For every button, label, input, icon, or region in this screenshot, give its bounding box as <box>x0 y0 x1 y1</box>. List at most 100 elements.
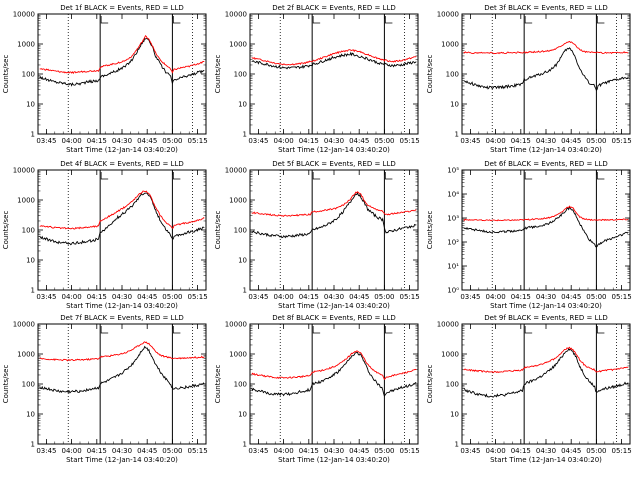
lld-series-line <box>39 341 205 362</box>
x-tick-label: 04:15 <box>87 447 107 455</box>
x-tick-label: 04:45 <box>561 137 581 145</box>
chart-panel: Det 2f BLACK = Events, RED = LLD 1 10 100 10… <box>214 4 420 154</box>
y-tick-label: 100 <box>22 71 35 79</box>
corner-marker <box>385 172 393 180</box>
y-axis-label: Counts/sec <box>2 55 10 94</box>
lld-series-line <box>463 205 629 222</box>
x-tick-label: 05:15 <box>188 447 208 455</box>
x-tick-label: 04:45 <box>137 293 157 301</box>
events-series-line <box>251 51 417 70</box>
x-axis-label: Start Time (12-Jan-14 03:40:20) <box>490 146 602 154</box>
y-tick-label: 1000 <box>441 41 459 49</box>
y-tick-label: 10000 <box>437 321 459 329</box>
x-tick-label: 04:00 <box>274 447 294 455</box>
x-tick-label: 04:30 <box>324 137 344 145</box>
chart-title: Det 6f BLACK = Events, RED = LLD <box>484 160 607 168</box>
plot-frame <box>461 13 631 135</box>
x-tick-label: 05:15 <box>188 137 208 145</box>
x-tick-label: 04:45 <box>349 137 369 145</box>
x-tick-label: 04:45 <box>349 293 369 301</box>
chart-title: Det 4f BLACK = Events, RED = LLD <box>60 160 183 168</box>
y-tick-label: 1 <box>31 131 35 139</box>
y-tick-label: 10000 <box>13 167 35 175</box>
x-tick-label: 05:15 <box>400 137 420 145</box>
chart-title: Det 3f BLACK = Events, RED = LLD <box>484 4 607 12</box>
x-tick-label: 04:15 <box>299 447 319 455</box>
events-series-line <box>39 345 205 394</box>
chart-title: Det 1f BLACK = Events, RED = LLD <box>60 4 183 12</box>
x-tick-label: 04:30 <box>324 447 344 455</box>
chart-panel: Det 8f BLACK = Events, RED = LLD 1 10 100 10… <box>214 314 420 464</box>
corner-marker <box>312 16 321 24</box>
y-axis-label: Counts/sec <box>426 55 434 94</box>
chart-title: Det 7f BLACK = Events, RED = LLD <box>60 314 183 322</box>
x-axis-label: Start Time (12-Jan-14 03:40:20) <box>66 456 178 464</box>
corner-marker <box>597 172 605 180</box>
plot-frame <box>249 323 419 445</box>
x-tick-label: 04:30 <box>112 447 132 455</box>
x-tick-label: 04:15 <box>511 293 531 301</box>
x-axis-label: Start Time (12-Jan-14 03:40:20) <box>490 302 602 310</box>
y-tick-label: 1000 <box>17 351 35 359</box>
corner-marker <box>173 172 181 180</box>
x-tick-label: 05:15 <box>612 137 632 145</box>
x-tick-label: 04:15 <box>299 293 319 301</box>
y-tick-label: 10⁴ <box>447 191 459 199</box>
events-series-line <box>251 351 417 398</box>
corner-marker <box>597 16 605 24</box>
chart-panel: Det 9f BLACK = Events, RED = LLD 1 10 100 10… <box>426 314 632 464</box>
x-tick-label: 04:15 <box>511 447 531 455</box>
events-series-line <box>463 47 629 92</box>
y-tick-label: 1000 <box>229 41 247 49</box>
x-tick-label: 03:45 <box>248 137 268 145</box>
x-tick-label: 04:15 <box>299 137 319 145</box>
y-tick-label: 1 <box>243 287 247 295</box>
plot-frame <box>37 169 207 291</box>
x-tick-label: 03:45 <box>460 137 480 145</box>
lld-series-line <box>251 49 417 66</box>
x-tick-label: 05:15 <box>400 293 420 301</box>
x-tick-label: 05:00 <box>374 293 394 301</box>
x-tick-label: 04:15 <box>511 137 531 145</box>
y-tick-label: 100 <box>22 381 35 389</box>
y-axis-label: Counts/sec <box>214 365 222 404</box>
x-tick-label: 04:00 <box>274 293 294 301</box>
x-tick-label: 04:30 <box>112 293 132 301</box>
events-series-line <box>463 206 629 248</box>
y-tick-label: 1000 <box>17 197 35 205</box>
x-tick-label: 04:30 <box>536 137 556 145</box>
corner-marker <box>173 326 181 334</box>
y-axis-label: Counts/sec <box>426 365 434 404</box>
y-tick-label: 1 <box>31 441 35 449</box>
x-tick-label: 04:00 <box>274 137 294 145</box>
x-tick-label: 04:30 <box>536 293 556 301</box>
y-tick-label: 1 <box>455 441 459 449</box>
corner-marker <box>173 16 181 24</box>
x-tick-label: 05:00 <box>162 137 182 145</box>
y-axis-label: Counts/sec <box>2 365 10 404</box>
y-tick-label: 1000 <box>17 41 35 49</box>
y-tick-label: 1000 <box>441 351 459 359</box>
x-tick-label: 05:00 <box>586 293 606 301</box>
corner-marker <box>312 172 321 180</box>
y-tick-label: 10000 <box>225 11 247 19</box>
plot-frame <box>249 13 419 135</box>
x-tick-label: 03:45 <box>36 293 56 301</box>
x-tick-label: 03:45 <box>36 137 56 145</box>
y-tick-label: 100 <box>234 71 247 79</box>
y-tick-label: 10 <box>238 411 247 419</box>
y-tick-label: 10 <box>450 411 459 419</box>
corner-marker <box>524 172 533 180</box>
corner-marker <box>100 326 109 334</box>
y-tick-label: 10 <box>26 101 35 109</box>
plot-frame <box>461 169 631 291</box>
x-tick-label: 03:45 <box>248 293 268 301</box>
x-tick-label: 04:45 <box>561 293 581 301</box>
x-tick-label: 04:45 <box>561 447 581 455</box>
y-tick-label: 10000 <box>437 11 459 19</box>
chart-title: Det 5f BLACK = Events, RED = LLD <box>272 160 395 168</box>
y-tick-label: 10² <box>447 239 459 247</box>
y-axis-label: Counts/sec <box>426 211 434 250</box>
y-tick-label: 10⁵ <box>447 167 459 175</box>
